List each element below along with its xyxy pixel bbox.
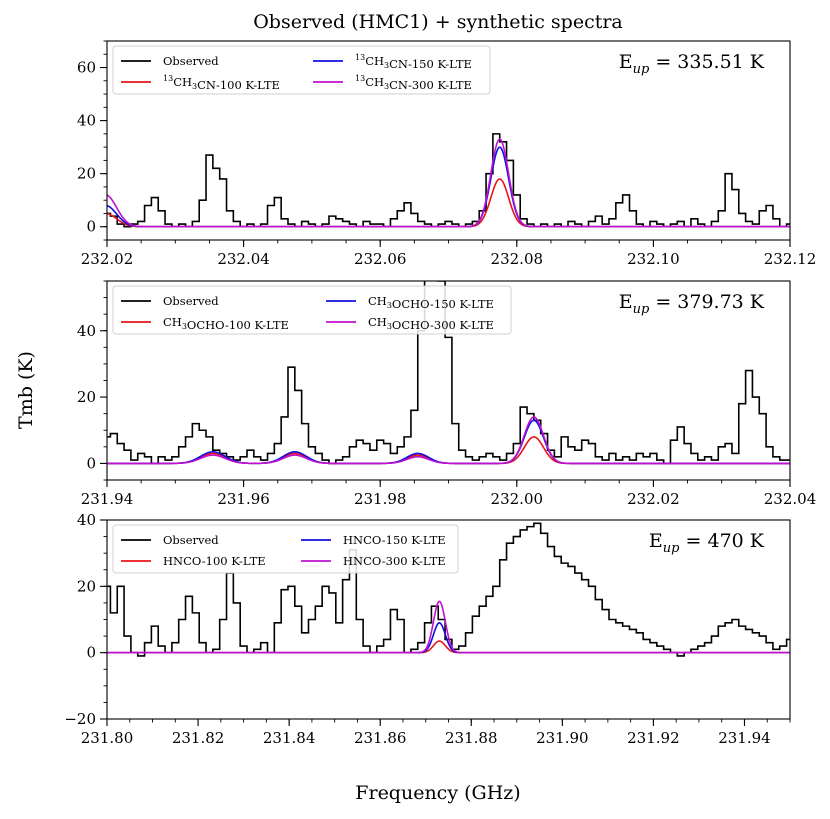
y-axis-title: Tmb (K) [15,351,37,429]
model-curve-t300 [107,416,790,465]
x-tick-label: 231.98 [354,490,407,508]
x-tick-label: 231.88 [445,729,498,747]
y-tick-label: 20 [77,577,96,595]
legend-label-t300: CH3OCHO-300 K-LTE [368,315,494,332]
x-tick-label: 232.08 [491,250,544,268]
x-tick-label: 232.02 [81,250,134,268]
panel-1: 232.02 232.04 232.06 232.08 232.10 232.12 0 20 4… [77,40,817,268]
y-tick-label: 20 [77,388,96,406]
observed-spectrum-line [107,133,790,228]
legend-box [112,45,491,95]
x-tick-label: 231.82 [172,729,225,747]
x-tick-label: 231.94 [81,490,134,508]
legend-box [112,524,459,574]
x-tick-label: 231.92 [627,729,680,747]
x-tick-label: 231.96 [217,490,270,508]
legend-label-t100: CH3OCHO-100 K-LTE [163,315,289,332]
y-tick-label: 40 [77,322,96,340]
y-tick-label: 0 [86,644,96,662]
legend-box [112,285,512,335]
y-tick-label: 20 [77,165,96,183]
legend-label-t300: HNCO-300 K-LTE [343,554,446,568]
legend-label-observed: Observed [163,533,219,547]
legend-label-observed: Observed [163,54,219,68]
eup-label: Eup = 379.73 K [619,291,765,317]
model-curve-t150 [107,146,790,228]
model-curve-t100 [107,436,790,465]
legend: Observed 13CH3CN-100 K-LTE 13CH3CN-150 K-L… [112,45,491,95]
x-tick-label: 232.06 [354,250,407,268]
spectra-panels: 232.02 232.04 232.06 232.08 232.10 232.12 0 20 4… [64,40,817,747]
model-curve-t300 [107,138,790,228]
x-tick-label: 231.90 [536,729,589,747]
legend: Observed CH3OCHO-100 K-LTE CH3OCHO-150 K-L… [112,285,512,335]
y-tick-label: 40 [77,112,96,130]
y-tick-label: 60 [77,59,96,77]
y-tick-label: −20 [64,710,96,728]
figure-title: Observed (HMC1) + synthetic spectra [253,11,623,33]
panel-3: 231.80 231.82 231.84 231.86 231.88 231.90 231.… [64,511,791,747]
y-tick-label: 0 [86,218,96,236]
x-tick-label: 231.94 [718,729,771,747]
observed-spectrum-line [107,281,790,465]
legend-label-observed: Observed [163,294,219,308]
y-tick-label: 40 [77,511,96,529]
panel-2: 231.94 231.96 231.98 232.00 232.02 232.04 0 20 4… [77,280,817,508]
legend-label-t150: HNCO-150 K-LTE [343,533,446,547]
x-tick-label: 232.00 [491,490,544,508]
x-tick-label: 231.86 [354,729,407,747]
x-tick-label: 232.04 [217,250,270,268]
eup-label: Eup = 335.51 K [619,51,765,77]
legend-label-t100: 13CH3CN-100 K-LTE [163,74,280,92]
model-curve-t100 [107,178,790,228]
legend-label-t150: CH3OCHO-150 K-LTE [368,294,494,311]
y-tick-label: 0 [86,454,96,472]
eup-label: Eup = 470 K [649,530,765,556]
x-tick-label: 232.02 [627,490,680,508]
model-curve-t150 [107,419,790,465]
model-curve-t300 [107,600,790,654]
x-axis-title: Frequency (GHz) [355,782,520,804]
x-tick-label: 232.12 [764,250,817,268]
x-tick-label: 231.84 [263,729,316,747]
legend: Observed HNCO-100 K-LTE HNCO-150 K-LTE HNCO… [112,524,459,574]
x-tick-label: 232.04 [764,490,817,508]
x-tick-label: 231.80 [81,729,134,747]
legend-label-t300: 13CH3CN-300 K-LTE [355,74,472,92]
legend-label-t150: 13CH3CN-150 K-LTE [355,53,472,71]
legend-label-t100: HNCO-100 K-LTE [163,554,266,568]
x-tick-label: 232.10 [627,250,680,268]
